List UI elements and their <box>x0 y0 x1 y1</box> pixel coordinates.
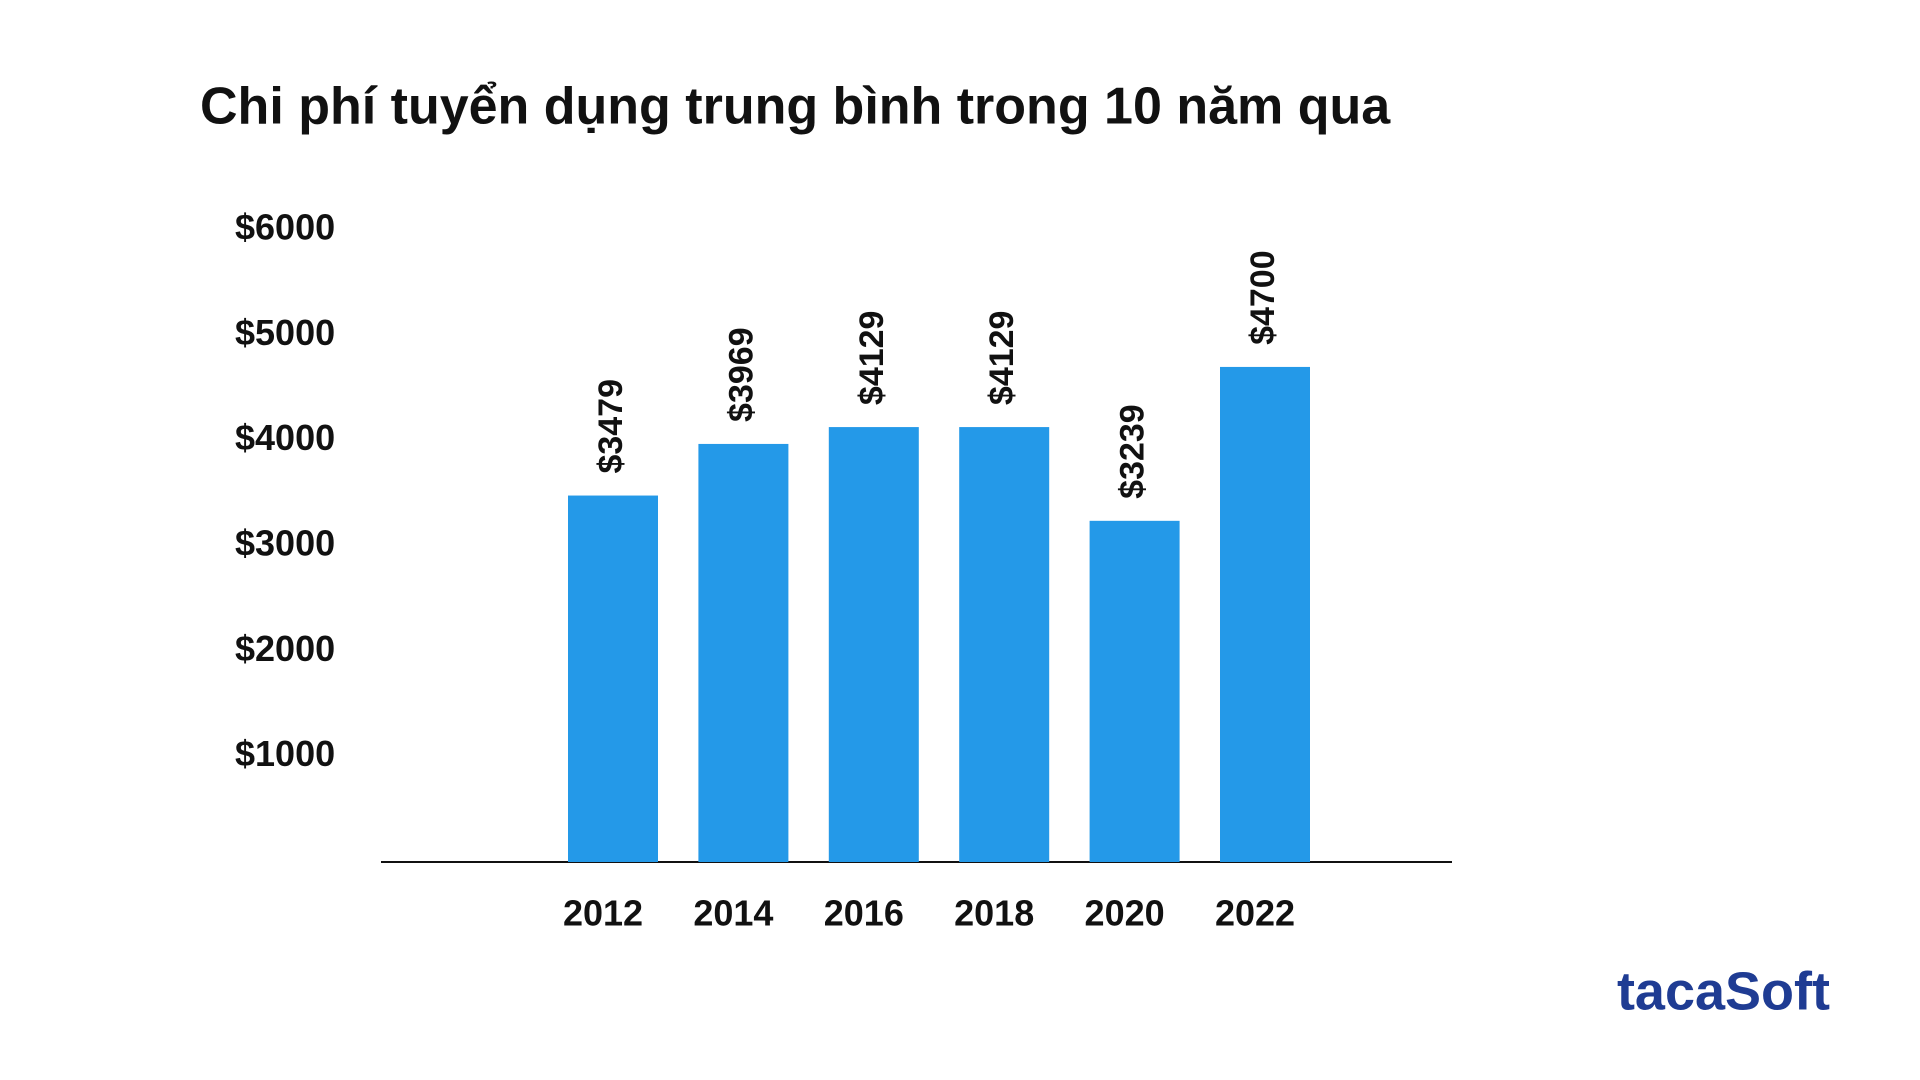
bar <box>568 495 658 862</box>
value-label: $3239 <box>1114 404 1152 499</box>
bar <box>698 443 789 862</box>
y-tick-label: $6000 <box>235 207 335 248</box>
bar <box>828 427 919 862</box>
y-tick-label: $4000 <box>235 417 335 458</box>
x-tick-label: 2018 <box>954 893 1034 934</box>
brand-logo: tacaSoft <box>1617 961 1830 1021</box>
y-tick-label: $2000 <box>235 628 335 669</box>
value-label: $4129 <box>853 311 891 406</box>
chart-title: Chi phí tuyển dụng trung bình trong 10 n… <box>200 78 1391 136</box>
x-tick-label: 2012 <box>563 893 643 934</box>
value-label: $3969 <box>722 327 760 422</box>
bar <box>1089 520 1180 862</box>
value-label: $3479 <box>592 379 630 474</box>
bar <box>1220 366 1310 862</box>
y-tick-label: $3000 <box>235 523 335 564</box>
value-label: $4129 <box>983 311 1021 406</box>
value-label: $4700 <box>1244 250 1282 345</box>
x-tick-label: 2014 <box>693 893 773 934</box>
x-tick-label: 2020 <box>1085 893 1165 934</box>
x-tick-label: 2016 <box>824 893 904 934</box>
y-tick-label: $5000 <box>235 312 335 353</box>
x-tick-label: 2022 <box>1215 893 1295 934</box>
y-tick-label: $1000 <box>235 733 335 774</box>
bar <box>959 427 1050 862</box>
